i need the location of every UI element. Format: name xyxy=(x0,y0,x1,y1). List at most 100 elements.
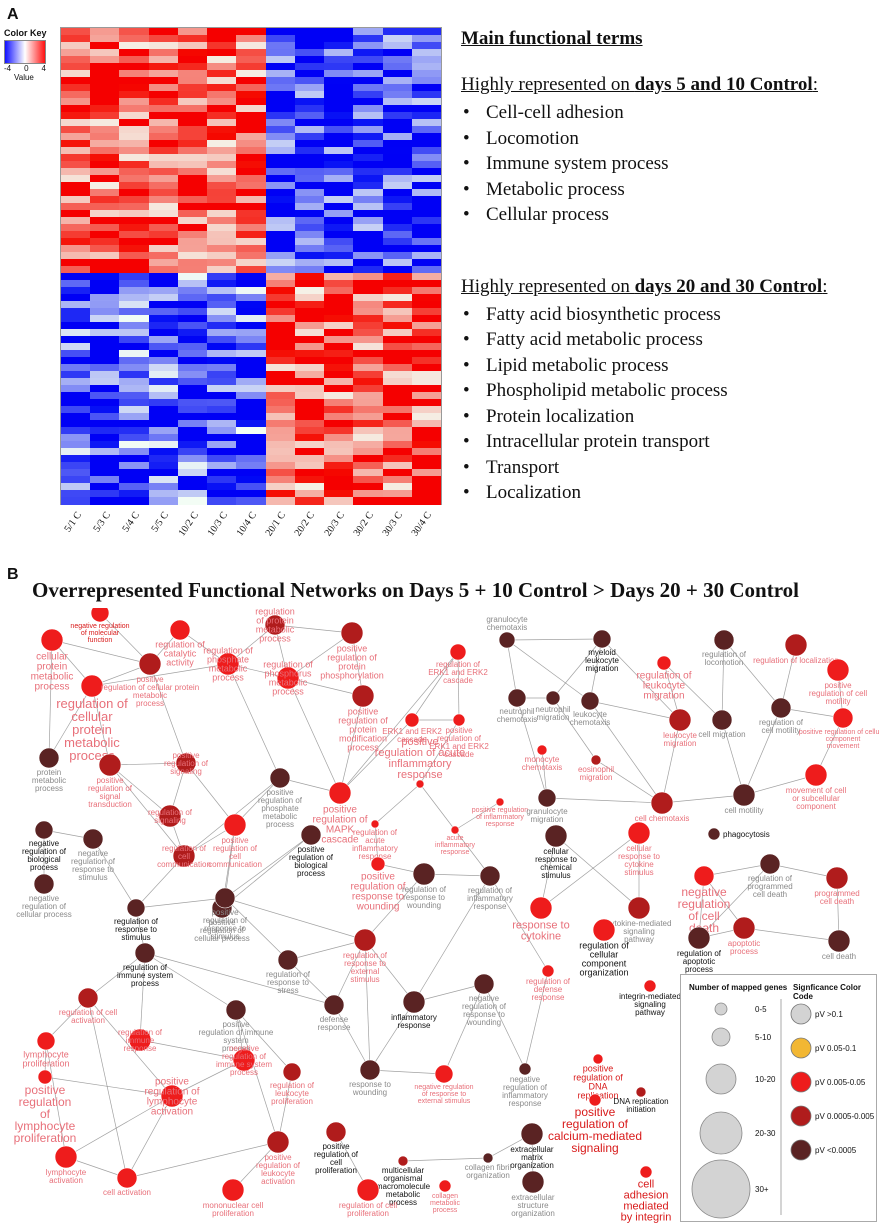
network-node: regulation of cellular component organizati… xyxy=(579,918,629,978)
network-node: positive regulation of MAPK cascade xyxy=(312,781,368,846)
heatmap-cell xyxy=(177,308,208,316)
heatmap-cell xyxy=(177,119,208,127)
heatmap-cell xyxy=(265,301,296,309)
network-node: positive regulation of acute inflammatory r… xyxy=(375,736,465,789)
heatmap-cell xyxy=(294,462,325,470)
heatmap-cell xyxy=(61,469,91,477)
heatmap-cell xyxy=(207,462,237,470)
network-node: positive regulation of signal transduction xyxy=(88,753,133,809)
network-node: protein metabolic process xyxy=(32,747,66,793)
heatmap-cell xyxy=(119,217,150,225)
heatmap-cell xyxy=(382,434,413,442)
heatmap-cell xyxy=(353,49,384,57)
heatmap-cell xyxy=(294,91,325,99)
network-edge xyxy=(224,897,366,941)
heatmap-cell xyxy=(119,497,150,505)
heatmap-cell xyxy=(61,252,91,260)
heatmap-cell xyxy=(324,161,354,169)
heatmap-cell xyxy=(177,105,208,113)
heatmap-cell xyxy=(353,392,384,400)
heatmap-cell xyxy=(148,196,179,204)
heatmap-cell xyxy=(353,210,384,218)
network-node-label: regulation of cellular component organizati… xyxy=(579,941,629,978)
network-node: positive regulation of response to stimulus xyxy=(203,887,248,941)
heatmap-cell xyxy=(148,266,179,274)
heatmap-cell xyxy=(61,476,91,484)
heatmap-cell xyxy=(411,126,442,134)
heatmap-cell xyxy=(236,35,267,43)
heatmap-cell xyxy=(324,168,354,176)
heatmap-cell xyxy=(236,385,267,393)
heatmap-cell xyxy=(382,126,413,134)
network-node-label: positive regulation of response to stimulus xyxy=(203,908,248,941)
heatmap-cell xyxy=(411,350,442,358)
color-key-tick: 0 xyxy=(24,64,29,73)
network-node: programmed cell death xyxy=(814,866,860,906)
network-node-circle xyxy=(693,865,715,887)
heatmap-cell xyxy=(411,70,442,78)
heatmap-cell xyxy=(119,364,150,372)
network-node-circle xyxy=(415,779,425,789)
group1-prefix: Highly represented on xyxy=(461,74,635,95)
heatmap-cell xyxy=(207,455,237,463)
heatmap-cell xyxy=(294,154,325,162)
network-node: cell death xyxy=(822,929,856,961)
color-key-gradient xyxy=(4,40,46,64)
heatmap-cell xyxy=(265,168,296,176)
heatmap-cell xyxy=(411,217,442,225)
heatmap-cell xyxy=(207,329,237,337)
network-node-label: regulation of locomotion xyxy=(702,650,747,667)
network-node-label: apoptotic process xyxy=(728,939,760,956)
heatmap-cell xyxy=(324,308,354,316)
heatmap-cell xyxy=(119,455,150,463)
heatmap-cell xyxy=(353,168,384,176)
network-node: DNA replication initiation xyxy=(613,1086,669,1114)
network-node-circle xyxy=(412,862,436,886)
network-node-circle xyxy=(520,1122,544,1146)
network-edge xyxy=(364,939,371,1071)
network-edge xyxy=(109,764,185,857)
legend-graphics: 0-5 5-10 10-20 20-30 30+ pV >0.1 pV 0.05-0.1 pV… xyxy=(691,999,875,1219)
heatmap-cell xyxy=(324,266,354,274)
heatmap-cell xyxy=(90,364,120,372)
network-node-circle xyxy=(590,754,602,766)
heatmap-cell xyxy=(411,336,442,344)
network-edge xyxy=(227,663,281,779)
heatmap-cell xyxy=(411,140,442,148)
network-node-circle xyxy=(225,999,247,1021)
legend-size-circle xyxy=(711,1027,731,1047)
heatmap-cell xyxy=(382,301,413,309)
heatmap-cell xyxy=(119,490,150,498)
network-edge xyxy=(45,1040,67,1158)
heatmap-cell xyxy=(411,280,442,288)
heatmap-cell xyxy=(382,476,413,484)
network-node: extracellular structure organization xyxy=(511,1170,555,1218)
network-node: regulation of response to wounding xyxy=(402,862,447,910)
network-edge xyxy=(287,677,341,794)
heatmap-cell xyxy=(90,469,120,477)
heatmap-cell xyxy=(265,77,296,85)
heatmap-cell xyxy=(265,322,296,330)
heatmap-cell xyxy=(411,168,442,176)
heatmap-cell xyxy=(119,119,150,127)
heatmap-cell xyxy=(177,91,208,99)
heatmap-cell xyxy=(177,147,208,155)
heatmap-cell xyxy=(61,168,91,176)
heatmap-cell xyxy=(265,441,296,449)
heatmap-cell xyxy=(353,175,384,183)
heatmap-cell xyxy=(294,175,325,183)
heatmap-cell xyxy=(236,357,267,365)
heatmap-cell xyxy=(177,413,208,421)
network-edge xyxy=(126,1095,173,1179)
network-edge xyxy=(721,639,725,721)
network-node-label: regulation of localization xyxy=(753,656,839,665)
heatmap-cell xyxy=(382,84,413,92)
heatmap-cell xyxy=(90,357,120,365)
heatmap-cell xyxy=(382,469,413,477)
network-node-circle xyxy=(473,973,495,995)
network-node-label: collagen fibril organization xyxy=(465,1163,512,1180)
heatmap-cell xyxy=(324,294,354,302)
network-node-label: granulocyte chemotaxis xyxy=(486,615,528,632)
heatmap-cell xyxy=(61,448,91,456)
heatmap-cell xyxy=(148,273,179,281)
